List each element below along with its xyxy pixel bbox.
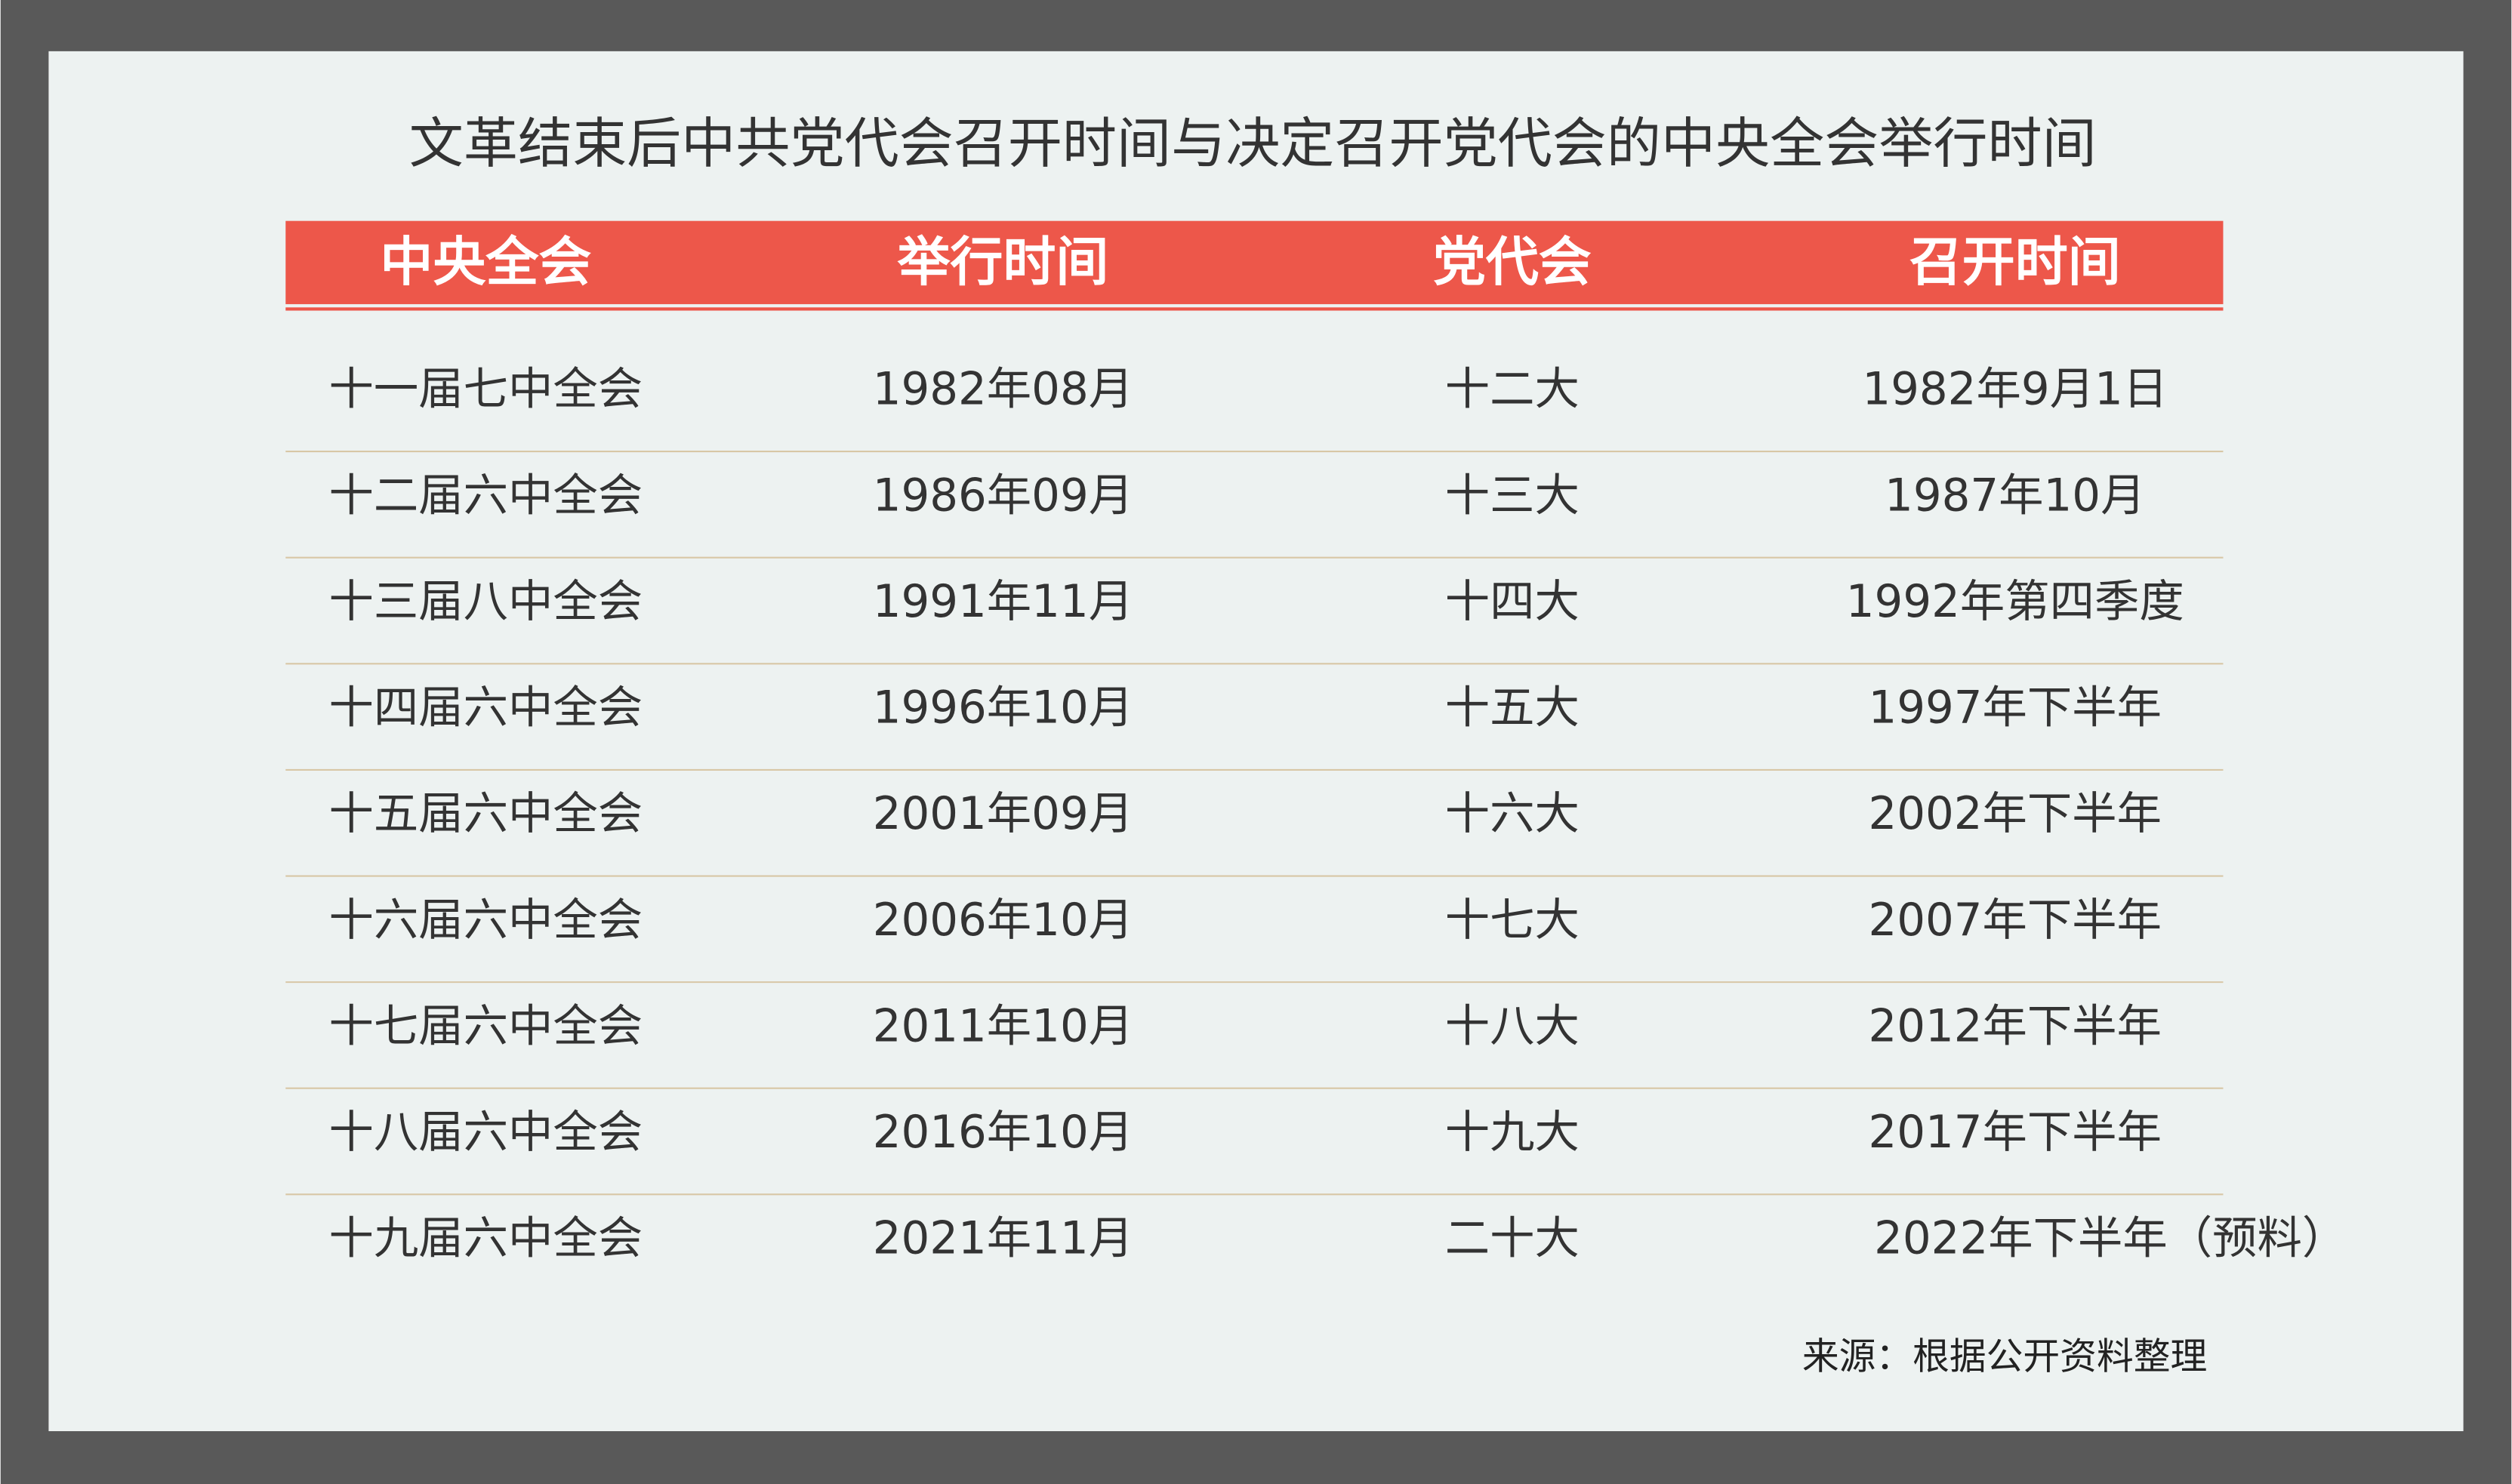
table-cell: 1997年下半年 <box>1868 682 2162 734</box>
table-cell: 2001年09月 <box>873 788 1133 840</box>
table-cell: 2022年下半年（预料） <box>1874 1213 2347 1265</box>
header-cell: 党代会 <box>1433 231 1592 293</box>
table-cell: 十四大 <box>1445 576 1580 628</box>
table-cell: 二十大 <box>1445 1213 1580 1265</box>
table-cell: 十六届六中全会 <box>329 894 643 947</box>
table-cell: 2017年下半年 <box>1868 1107 2162 1159</box>
table-cell: 十八届六中全会 <box>329 1107 643 1159</box>
table-cell: 2007年下半年 <box>1868 894 2162 947</box>
table-cell: 十六大 <box>1445 788 1580 840</box>
header-cell: 中央全会 <box>380 231 591 293</box>
table-cell: 1982年9月1日 <box>1862 364 2168 416</box>
table-cell: 2002年下半年 <box>1868 788 2162 840</box>
table-cell: 2021年11月 <box>873 1213 1133 1265</box>
table-cell: 1986年09月 <box>873 470 1133 522</box>
table-cell: 十八大 <box>1445 1000 1580 1052</box>
table-cell: 2011年10月 <box>873 1000 1133 1052</box>
table-cell: 1991年11月 <box>873 576 1133 628</box>
table-cell: 十四届六中全会 <box>329 682 643 734</box>
table-cell: 1987年10月 <box>1885 470 2145 522</box>
table-cell: 2012年下半年 <box>1868 1000 2162 1052</box>
header-cell: 举行时间 <box>896 231 1108 293</box>
table-cell: 1992年第四季度 <box>1846 576 2184 628</box>
table-cell: 十一届七中全会 <box>329 364 643 416</box>
table-cell: 十二届六中全会 <box>329 470 643 522</box>
table-cell: 1982年08月 <box>873 364 1133 416</box>
table-cell: 十九届六中全会 <box>329 1213 643 1265</box>
header-bar <box>285 220 2224 304</box>
table-cell: 十三届八中全会 <box>329 576 643 628</box>
table-cell: 2006年10月 <box>873 894 1133 947</box>
header-cell: 召开时间 <box>1909 231 2121 293</box>
table-cell: 十二大 <box>1445 364 1580 416</box>
title: 文革结束后中共党代会召开时间与决定召开党代会的中央全会举行时间 <box>409 112 2097 176</box>
table-cell: 十七届六中全会 <box>329 1000 643 1052</box>
table-cell: 十七大 <box>1445 894 1580 947</box>
table-cell: 十五大 <box>1445 682 1580 734</box>
source: 来源：根据公开资料整理 <box>1802 1335 2207 1378</box>
table-cell: 十五届六中全会 <box>329 788 643 840</box>
table-cell: 1996年10月 <box>873 682 1133 734</box>
table-cell: 十三大 <box>1445 470 1580 522</box>
table-cell: 2016年10月 <box>873 1107 1133 1159</box>
table-cell: 十九大 <box>1445 1107 1580 1159</box>
